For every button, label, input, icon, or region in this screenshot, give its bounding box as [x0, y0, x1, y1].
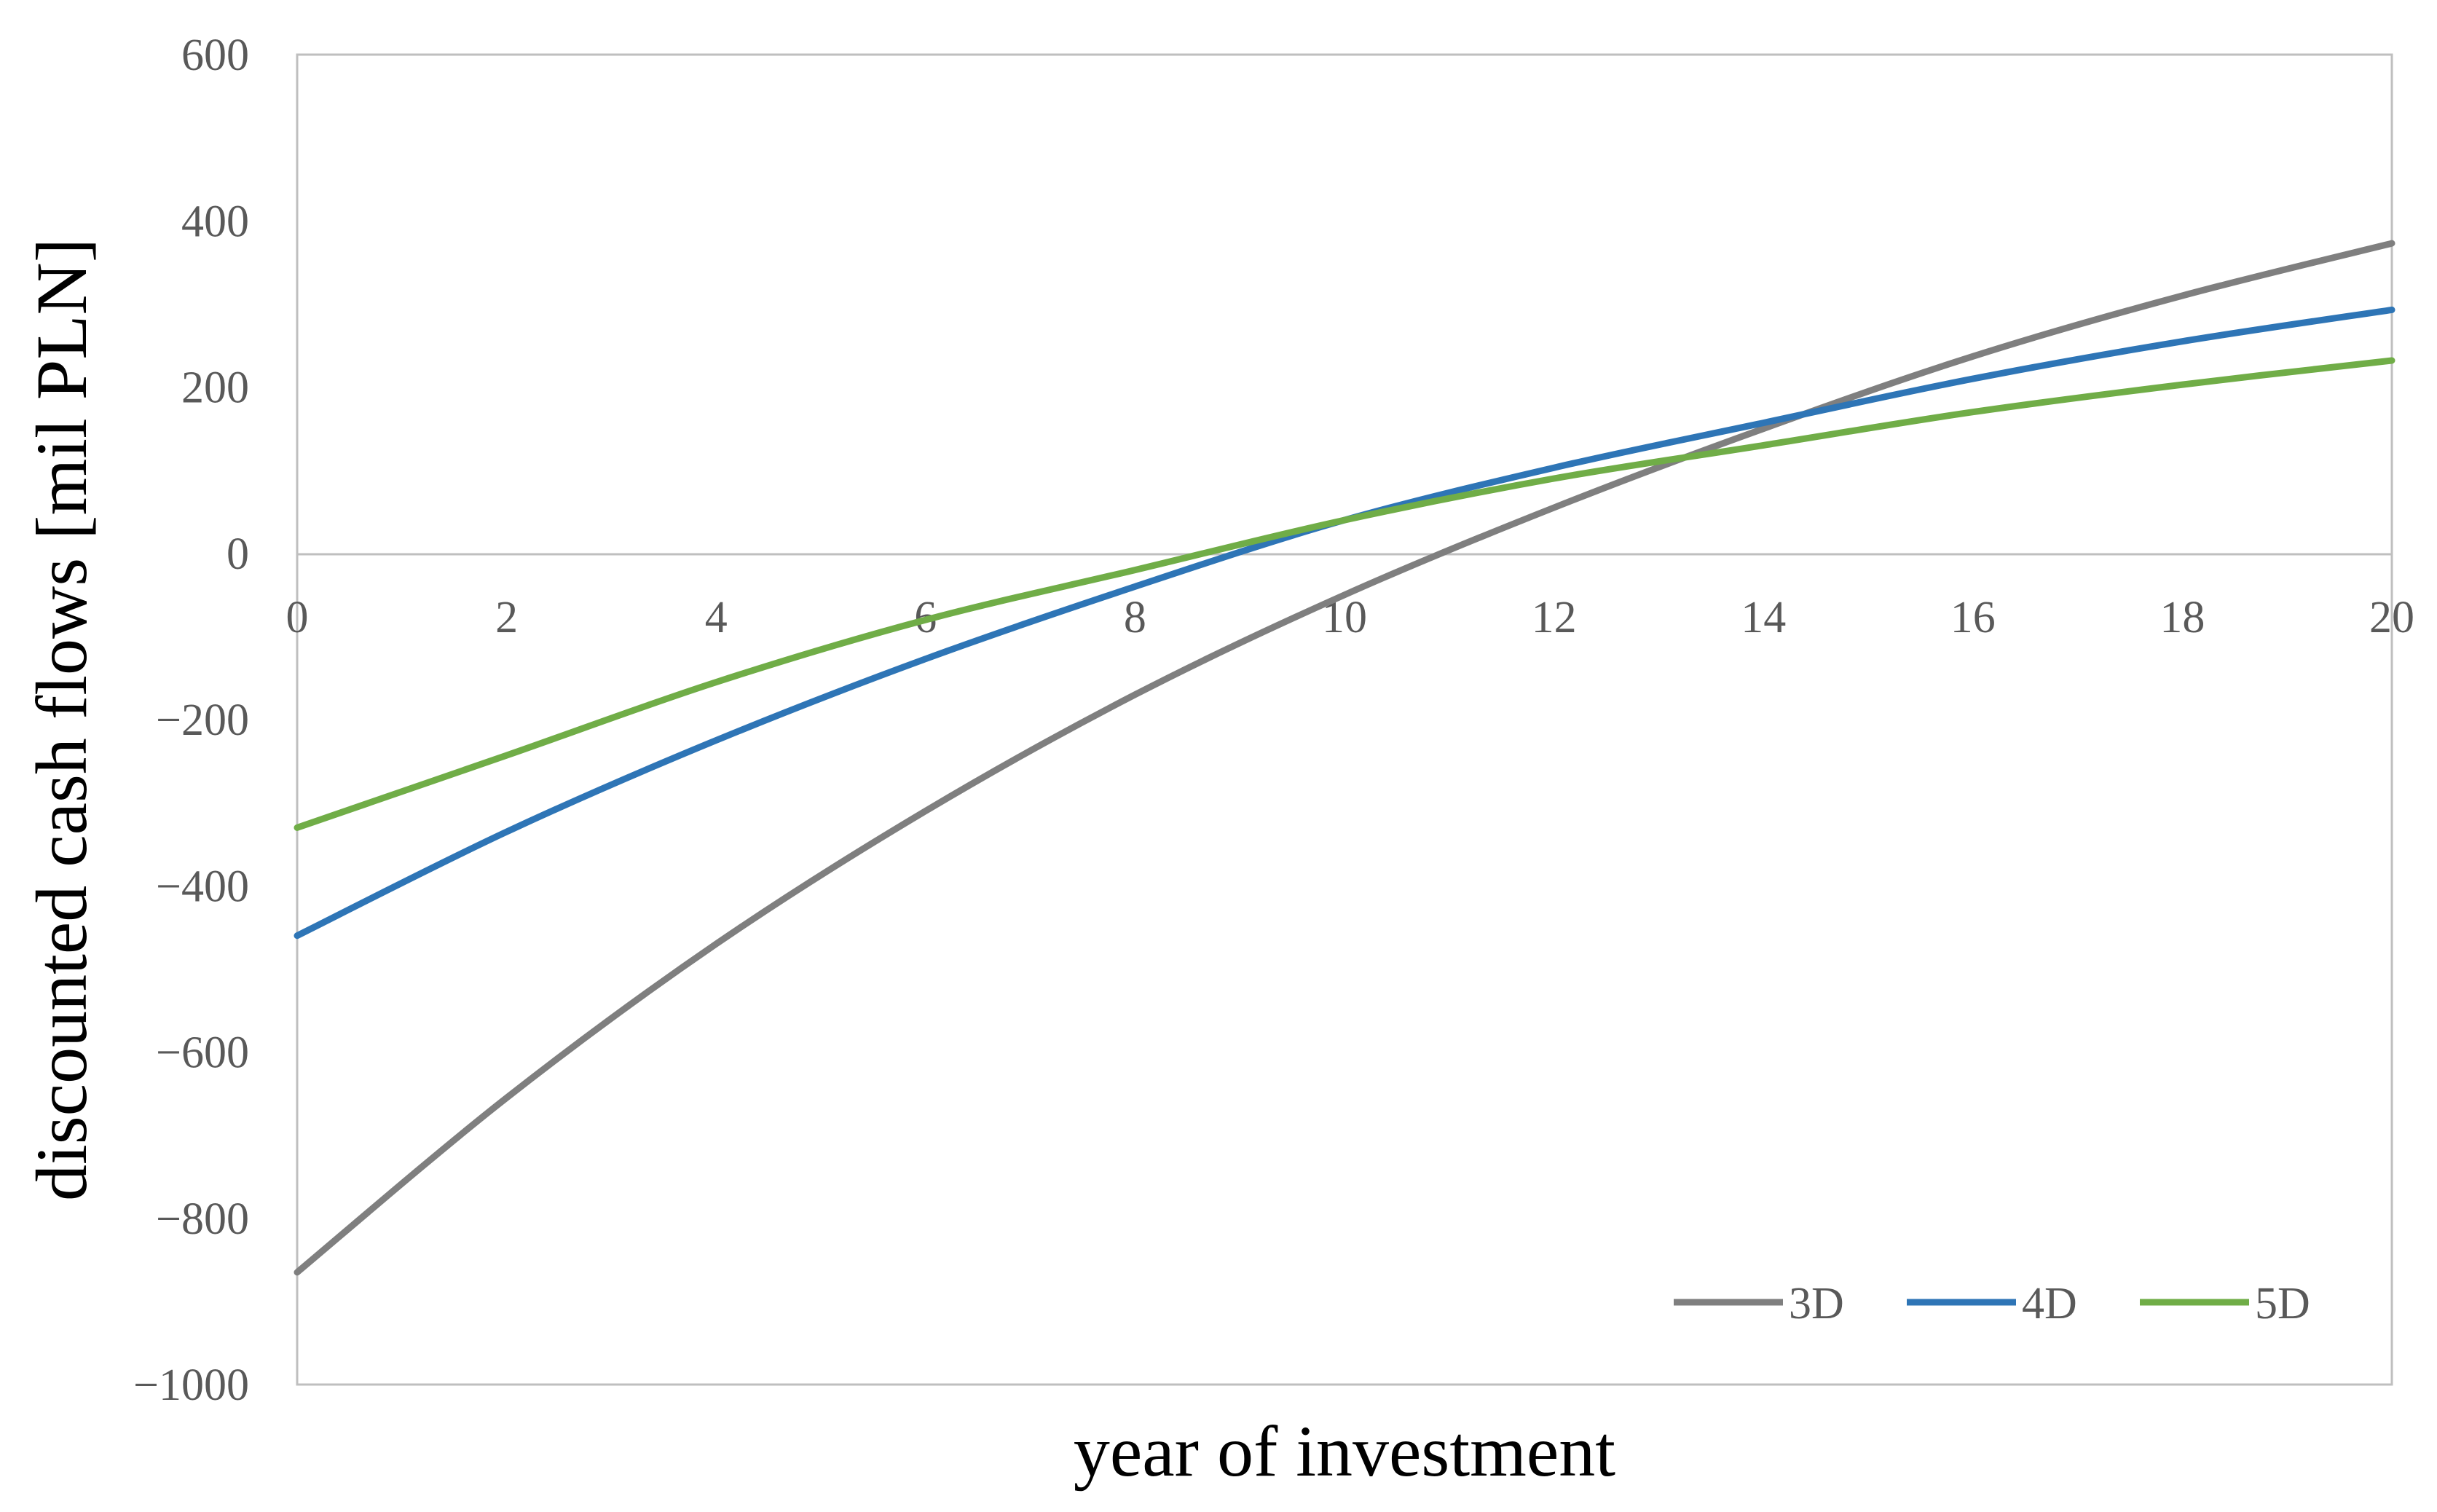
- x-tick-label: 2: [495, 593, 518, 642]
- x-tick-label: 14: [1741, 593, 1786, 642]
- y-tick-label: −1000: [133, 1361, 249, 1410]
- legend-label-4d: 4D: [2022, 1279, 2077, 1328]
- y-tick-label: −800: [156, 1194, 249, 1244]
- y-axis-title: discounted cash flows [mil PLN]: [21, 238, 102, 1201]
- x-tick-labels: 0 2 4 6 8 10 12 14 16 18 20: [286, 593, 2415, 642]
- y-tick-label: 600: [181, 31, 249, 80]
- plot-area-frame: [296, 53, 2393, 1386]
- x-tick-label: 12: [1532, 593, 1577, 642]
- series-lines: [294, 240, 2395, 1276]
- x-tick-label: 18: [2160, 593, 2205, 642]
- x-axis-title: year of investment: [1074, 1411, 1615, 1492]
- y-tick-label: 200: [181, 363, 249, 413]
- x-tick-label: 0: [286, 593, 309, 642]
- y-tick-label: −600: [156, 1028, 249, 1078]
- x-tick-label: 8: [1124, 593, 1146, 642]
- series-line-5d: [294, 357, 2395, 831]
- legend: 3D 4D 5D: [1674, 1279, 2310, 1328]
- y-tick-label: −400: [156, 862, 249, 911]
- x-tick-label: 20: [2369, 593, 2414, 642]
- y-tick-label: 400: [181, 197, 249, 246]
- legend-label-5d: 5D: [2255, 1279, 2310, 1328]
- y-tick-label: −200: [156, 696, 249, 745]
- x-tick-label: 4: [705, 593, 728, 642]
- y-tick-labels: 600 400 200 0 −200 −400 −600 −800 −1000: [133, 31, 249, 1410]
- series-line-3d: [294, 240, 2395, 1276]
- legend-label-3d: 3D: [1789, 1279, 1844, 1328]
- x-tick-label: 16: [1950, 593, 1996, 642]
- y-tick-label: 0: [227, 529, 249, 579]
